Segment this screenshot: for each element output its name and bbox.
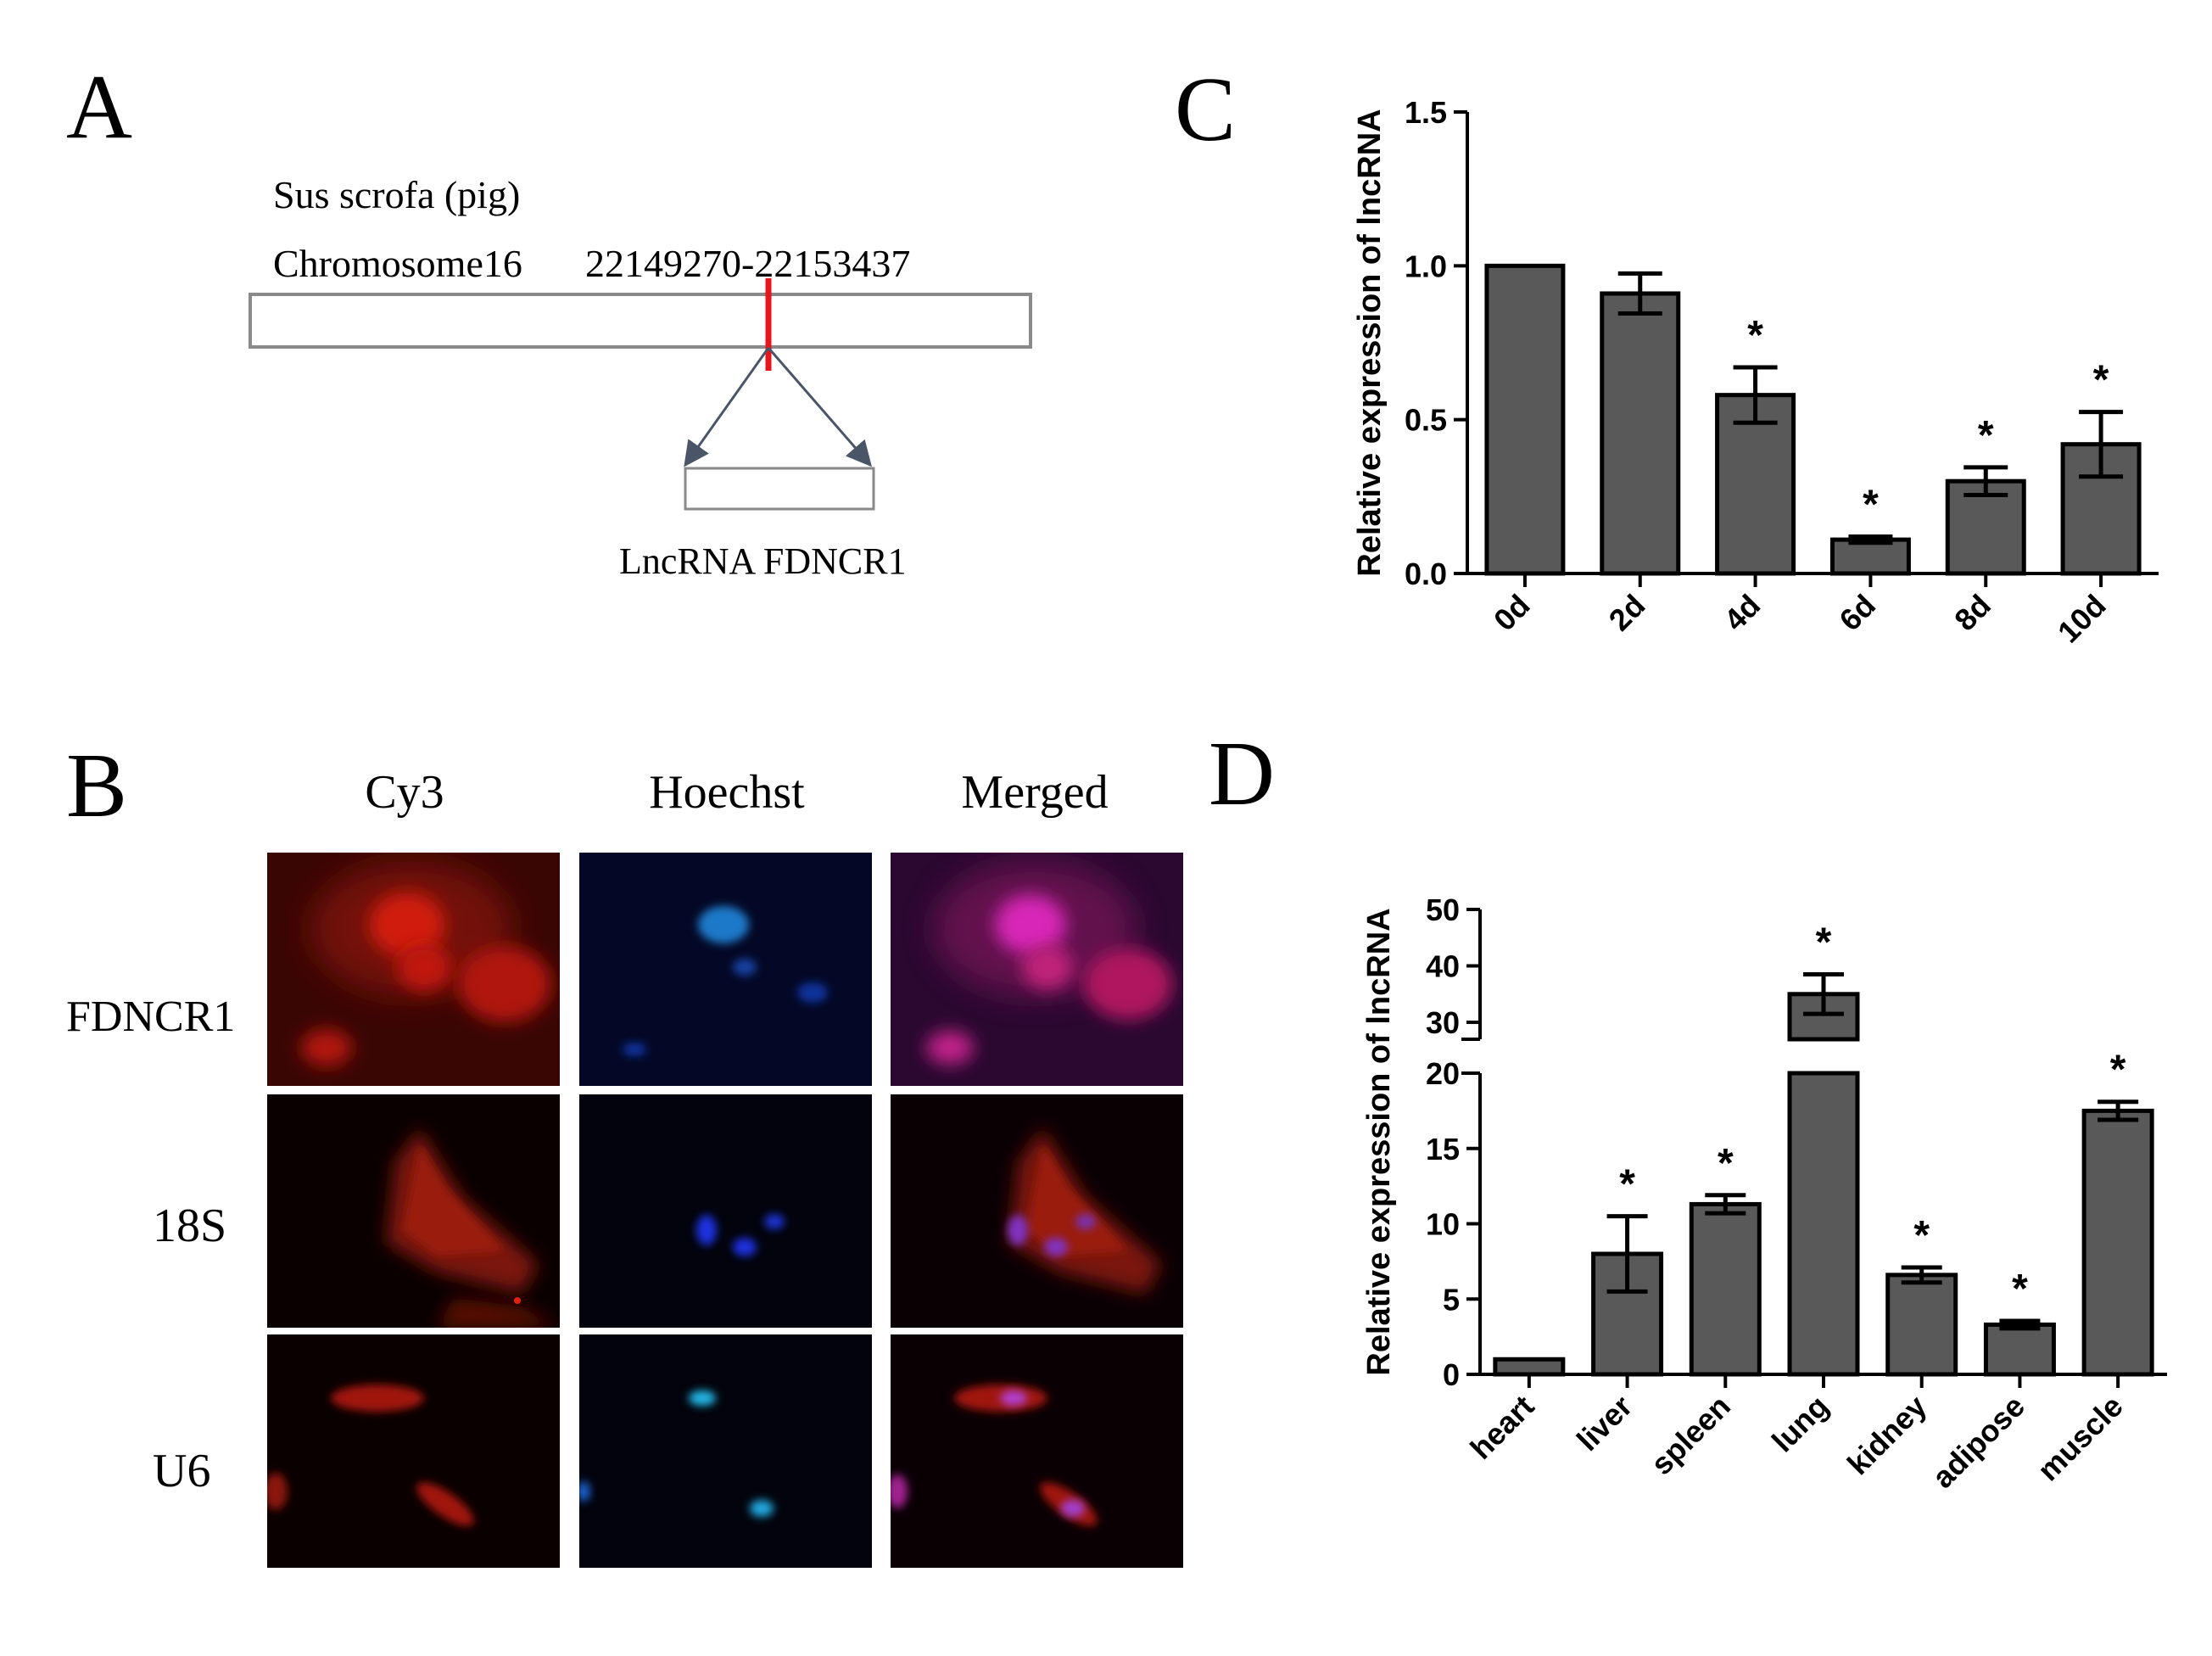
y-axis-label: Relative expression of lncRNA	[1361, 908, 1397, 1375]
panel-c-letter: C	[1175, 59, 1236, 160]
panel-d-letter: D	[1209, 724, 1275, 825]
chart-d: 0 5 10 15 20 30 40 50 Relative expression of lnc…	[1361, 892, 2167, 1495]
bar	[1689, 1201, 1762, 1377]
micrograph-18s-merged	[891, 1094, 1183, 1328]
species-label: Sus scrofa (pig)	[273, 173, 520, 216]
x-tick-label: heart	[1463, 1389, 1540, 1466]
x-tick-label: 8d	[1947, 588, 1997, 638]
x-tick-label: 0d	[1487, 588, 1537, 638]
lncrna-box	[684, 467, 875, 511]
arrow-left	[684, 347, 770, 467]
x-tick-label: lung	[1765, 1389, 1835, 1459]
x-tick-label: 2d	[1602, 588, 1652, 638]
panel-a-letter: A	[66, 57, 132, 158]
y-tick-label: 40	[1426, 949, 1460, 984]
x-tick-label: 6d	[1832, 588, 1882, 638]
y-tick-label: 0.5	[1405, 403, 1447, 438]
x-tick-label: spleen	[1644, 1389, 1737, 1482]
y-tick-label: 1.5	[1405, 95, 1447, 130]
bar	[2081, 1108, 2154, 1377]
coordinates-label: 22149270-22153437	[585, 242, 910, 285]
significance-marker: *	[1863, 482, 1879, 527]
significance-marker: *	[1816, 920, 1832, 965]
significance-marker: *	[1718, 1141, 1734, 1186]
x-tick-label: kidney	[1841, 1389, 1934, 1482]
chart-c: 0.0 0.5 1.0 1.5 Relative expression of lncRN…	[1352, 95, 2159, 650]
micrograph-u6-hoechst	[579, 1334, 872, 1568]
bar	[1983, 1322, 2056, 1377]
arrow-right	[767, 347, 872, 467]
significance-marker: *	[1978, 413, 1994, 458]
column-label-cy3: Cy3	[365, 766, 444, 819]
micrograph-fdncr1-cy3	[267, 853, 560, 1086]
bar	[1600, 291, 1681, 576]
micrograph-18s-hoechst	[579, 1094, 872, 1328]
micrograph-fdncr1-merged	[891, 853, 1183, 1086]
micrograph-u6-cy3	[267, 1334, 560, 1568]
significance-marker: *	[2093, 358, 2109, 403]
significance-marker: *	[2012, 1267, 2028, 1312]
panel-a: A Sus scrofa (pig) Chromosome16 22149270…	[66, 57, 1032, 582]
panel-c: C 0.0 0.5 1.0 1.5 Relative expression of lnc…	[1175, 59, 2159, 650]
bar	[1484, 263, 1566, 576]
y-tick-label: 0	[1443, 1357, 1460, 1392]
chromosome-label: Chromosome16	[273, 242, 522, 285]
panel-b-letter: B	[66, 736, 127, 836]
y-tick-label: 1.0	[1405, 249, 1447, 283]
y-tick-label: 15	[1426, 1132, 1460, 1166]
x-tick-label: muscle	[2030, 1389, 2130, 1488]
row-label-18s: 18S	[153, 1200, 226, 1252]
column-label-merged: Merged	[961, 766, 1108, 819]
bar	[1787, 1071, 1860, 1377]
x-tick-label: 4d	[1718, 588, 1768, 638]
chromosome-bar	[249, 293, 1032, 349]
y-tick-label: 50	[1426, 892, 1460, 927]
y-axis-label: Relative expression of lncRNA	[1352, 109, 1388, 576]
significance-marker: *	[1747, 313, 1763, 358]
significance-marker: *	[1913, 1213, 1930, 1258]
significance-marker: *	[1619, 1162, 1635, 1207]
micrograph-u6-merged	[891, 1334, 1183, 1568]
y-tick-label: 5	[1443, 1282, 1460, 1317]
column-label-hoechst: Hoechst	[649, 766, 805, 819]
bar	[1493, 1357, 1566, 1377]
panel-d: D 0 5 10 15 20 30 40 50 Relative expression of l…	[1209, 724, 2167, 1495]
micrograph-fdncr1-hoechst	[579, 853, 872, 1086]
y-tick-label: 20	[1426, 1056, 1460, 1091]
significance-marker: *	[2110, 1048, 2126, 1093]
lncrna-label: LncRNA FDNCR1	[619, 540, 907, 582]
panel-b: B Cy3 Hoechst Merged FDNCR1 18S U6	[66, 736, 1183, 1568]
x-tick-label: liver	[1570, 1389, 1639, 1457]
y-tick-label: 0.0	[1405, 557, 1447, 591]
y-tick-label: 30	[1426, 1005, 1460, 1040]
row-label-fdncr1: FDNCR1	[66, 993, 235, 1041]
x-tick-label: 10d	[2051, 588, 2113, 650]
micrograph-18s-cy3	[267, 1094, 560, 1328]
row-label-u6: U6	[153, 1445, 210, 1497]
bar	[1829, 537, 1911, 576]
bar	[1885, 1273, 1958, 1377]
y-tick-label: 10	[1426, 1207, 1460, 1242]
x-tick-label: adipose	[1925, 1389, 2031, 1495]
